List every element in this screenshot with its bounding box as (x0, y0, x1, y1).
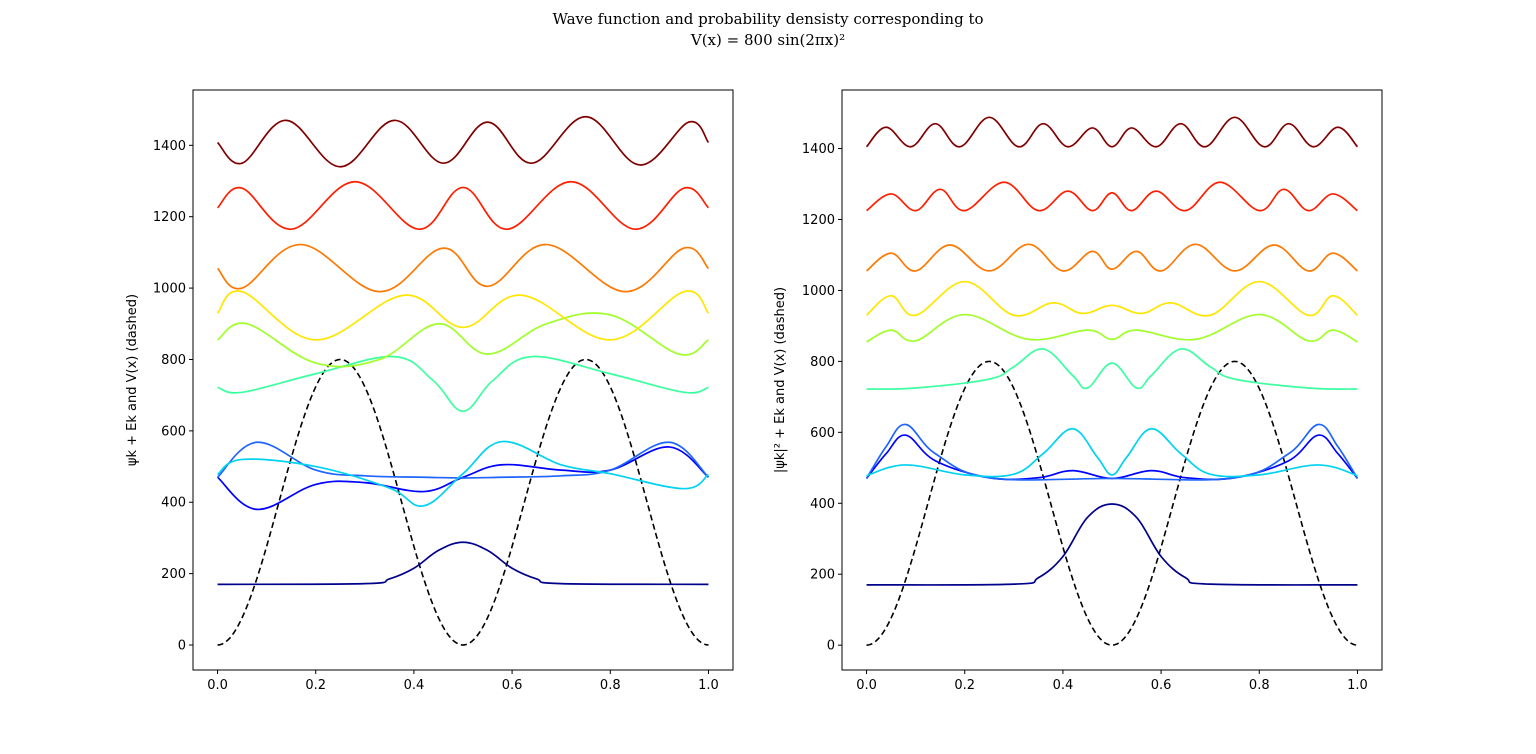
y-tick-label: 200 (161, 567, 186, 582)
figure-title-line2: V(x) = 800 sin(2πx)² (690, 31, 846, 49)
x-tick-label: 0.2 (954, 678, 975, 693)
x-tick-label: 0.4 (1053, 678, 1074, 693)
y-tick-label: 800 (810, 355, 835, 370)
series-line-9 (865, 116, 1359, 148)
series-line-3 (866, 427, 1358, 478)
series-line-5 (217, 312, 709, 368)
plot-area (216, 115, 710, 646)
series-line-2 (865, 423, 1359, 481)
series-line-7 (866, 243, 1358, 272)
potential-dashed-line (866, 360, 1358, 646)
plot-area (865, 116, 1359, 646)
y-tick-label: 200 (810, 568, 835, 583)
y-tick-label: 1400 (802, 142, 835, 157)
series-line-7 (216, 243, 710, 293)
series-line-5 (866, 313, 1358, 343)
series-line-4 (217, 355, 709, 413)
series-line-0 (866, 503, 1358, 586)
y-tick-label: 0 (178, 639, 186, 654)
y-tick-label: 1400 (153, 139, 186, 154)
x-tick-label: 1.0 (698, 678, 719, 693)
axes-frame (192, 89, 734, 671)
x-tick-label: 1.0 (1347, 678, 1368, 693)
y-axis-label: |ψk|² + Ek and V(x) (dashed) (773, 287, 788, 473)
y-tick-label: 600 (810, 426, 835, 441)
x-tick-label: 0.0 (856, 678, 877, 693)
series-line-9 (216, 115, 710, 168)
y-tick-label: 1000 (802, 284, 835, 299)
series-line-3 (217, 440, 709, 507)
figure-title-line1: Wave function and probability densisty c… (552, 10, 984, 28)
y-tick-label: 0 (827, 639, 835, 654)
y-tick-label: 1200 (153, 210, 186, 225)
y-axis-label: ψk + Ek and V(x) (dashed) (125, 294, 140, 466)
x-tick-label: 0.8 (600, 678, 621, 693)
y-tick-label: 400 (161, 496, 186, 511)
series-line-4 (866, 348, 1358, 390)
series-line-8 (866, 181, 1358, 212)
y-tick-label: 1200 (802, 213, 835, 228)
y-tick-label: 400 (810, 497, 835, 512)
y-tick-label: 1000 (153, 282, 186, 297)
series-line-6 (216, 290, 710, 341)
x-tick-label: 0.4 (404, 678, 425, 693)
series-line-6 (865, 280, 1359, 317)
series-line-8 (216, 180, 710, 231)
x-tick-label: 0.8 (1249, 678, 1270, 693)
y-tick-label: 600 (161, 424, 186, 439)
x-tick-label: 0.0 (207, 678, 228, 693)
right-plot: 0.0 0.2 0.4 0.6 0.8 1.0 0 200 400 600 800 1000 1200 1… (773, 89, 1383, 693)
series-line-0 (217, 541, 709, 586)
x-tick-label: 0.6 (1151, 678, 1172, 693)
x-tick-label: 0.2 (305, 678, 326, 693)
potential-dashed-line (217, 358, 709, 646)
axes-frame (841, 89, 1383, 671)
left-plot: 0.0 0.2 0.4 0.6 0.8 1.0 0 200 400 600 800 1000 1200 1… (125, 89, 734, 693)
y-tick-label: 800 (161, 353, 186, 368)
series-line-2 (216, 441, 710, 479)
x-tick-label: 0.6 (502, 678, 523, 693)
